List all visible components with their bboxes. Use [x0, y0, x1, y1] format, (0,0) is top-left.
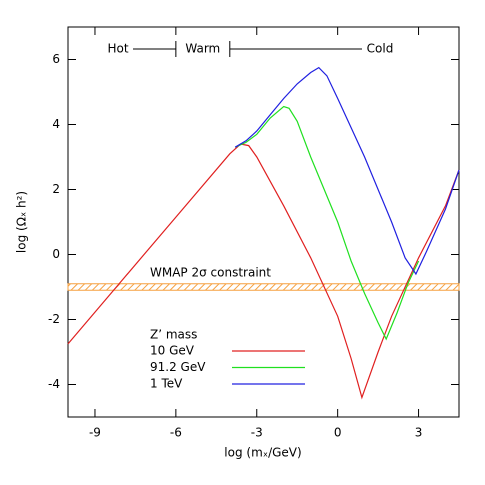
series-line	[234, 105, 420, 341]
legend-label: 10 GeV	[150, 344, 195, 358]
legend-label: 1 TeV	[150, 377, 183, 391]
y-tick-label: 4	[52, 117, 60, 131]
band-label: WMAP 2σ constraint	[150, 265, 271, 279]
x-tick-label: 3	[415, 426, 423, 440]
y-tick-label: -4	[48, 377, 60, 391]
y-tick-label: -2	[48, 312, 60, 326]
region-label: Cold	[367, 42, 394, 56]
region-label: Hot	[107, 42, 128, 56]
y-tick-label: 0	[52, 247, 60, 261]
constraint-band	[67, 283, 460, 291]
series-line	[67, 143, 460, 400]
x-tick-label: -9	[89, 426, 101, 440]
x-tick-label: -3	[251, 426, 263, 440]
series-line	[234, 66, 460, 276]
x-tick-label: -6	[170, 426, 182, 440]
legend-label: 91.2 GeV	[150, 360, 206, 374]
y-axis-label: log (Ωₓ h²)	[15, 191, 29, 253]
x-axis-label: log (mₓ/GeV)	[224, 446, 301, 460]
legend-title: Z’ mass	[150, 328, 197, 342]
region-label: Warm	[185, 42, 220, 56]
x-tick-label: 0	[334, 426, 342, 440]
plot-frame	[67, 26, 460, 418]
y-tick-label: 6	[52, 52, 60, 66]
y-tick-label: 2	[52, 182, 60, 196]
